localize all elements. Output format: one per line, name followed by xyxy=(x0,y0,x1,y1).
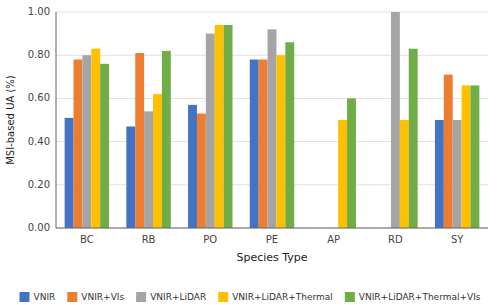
y-tick-label: 0.00 xyxy=(28,222,50,233)
legend-label: VNIR+LiDAR xyxy=(150,292,206,302)
bar xyxy=(400,120,409,228)
bar xyxy=(276,55,285,228)
legend-swatch xyxy=(67,292,77,302)
bar xyxy=(74,60,83,228)
legend-item: VNIR+LiDAR+Thermal+VIs xyxy=(345,292,481,303)
bar xyxy=(250,60,259,228)
bar xyxy=(259,60,268,228)
bar xyxy=(197,114,206,228)
bar xyxy=(144,111,153,228)
y-tick-label: 0.80 xyxy=(28,49,50,60)
grid-line xyxy=(56,12,488,13)
legend-label: VNIR+LiDAR+Thermal xyxy=(232,292,333,302)
bar xyxy=(162,51,171,228)
x-tick-label: PE xyxy=(266,234,278,245)
y-tick-label: 1.00 xyxy=(28,6,50,17)
bar xyxy=(135,53,144,228)
x-tick-label: PO xyxy=(203,234,217,245)
legend-label: VNIR+VIs xyxy=(81,292,124,302)
y-tick-label: 0.20 xyxy=(28,179,50,190)
grid xyxy=(56,12,488,228)
legend-label: VNIR xyxy=(33,292,55,302)
bar xyxy=(100,64,109,228)
x-tick-label: SY xyxy=(451,234,464,245)
y-tick-label: 0.60 xyxy=(28,92,50,103)
legend-label: VNIR+LiDAR+Thermal+VIs xyxy=(359,292,481,302)
legend-item: VNIR+VIs xyxy=(67,292,124,303)
x-tick-label: RD xyxy=(388,234,403,245)
bar xyxy=(215,25,224,228)
legend-item: VNIR xyxy=(19,292,55,303)
legend-item: VNIR+LiDAR xyxy=(136,292,206,303)
x-axis: BC RB PO PE AP RD SY xyxy=(80,234,464,245)
y-axis-title: MSI-based UA (%) xyxy=(5,75,16,165)
bar xyxy=(224,25,233,228)
bar xyxy=(462,85,471,228)
chart: 0.00 0.20 0.40 0.60 0.80 1.00 BC RB PO PE AP RD SY Sp… xyxy=(0,0,500,305)
bar xyxy=(453,120,462,228)
x-axis-line xyxy=(56,228,488,229)
legend: VNIR VNIR+VIs VNIR+LiDAR VNIR+LiDAR+Thermal… xyxy=(19,292,480,303)
bar xyxy=(470,85,479,228)
x-tick-label: AP xyxy=(327,234,340,245)
bar xyxy=(435,120,444,228)
bar xyxy=(285,42,294,228)
bar xyxy=(347,98,356,228)
bar xyxy=(126,126,135,228)
legend-swatch xyxy=(19,292,29,302)
bar xyxy=(91,49,100,228)
bar xyxy=(409,49,418,228)
legend-swatch xyxy=(218,292,228,302)
legend-swatch xyxy=(345,292,355,302)
legend-swatch xyxy=(136,292,146,302)
bar xyxy=(268,29,277,228)
legend-item: VNIR+LiDAR+Thermal xyxy=(218,292,333,303)
bar xyxy=(444,75,453,228)
bar xyxy=(65,118,74,228)
y-axis-line xyxy=(56,12,57,228)
bar xyxy=(391,12,400,228)
bars xyxy=(65,12,480,228)
grid-line xyxy=(56,228,488,229)
y-tick-label: 0.40 xyxy=(28,136,50,147)
y-axis: 0.00 0.20 0.40 0.60 0.80 1.00 xyxy=(28,6,50,233)
x-tick-label: BC xyxy=(80,234,94,245)
bar xyxy=(338,120,347,228)
x-axis-title: Species Type xyxy=(236,251,307,264)
bar xyxy=(188,105,197,228)
bar xyxy=(82,55,91,228)
bar xyxy=(153,94,162,228)
bar xyxy=(206,34,215,228)
x-tick-label: RB xyxy=(142,234,156,245)
